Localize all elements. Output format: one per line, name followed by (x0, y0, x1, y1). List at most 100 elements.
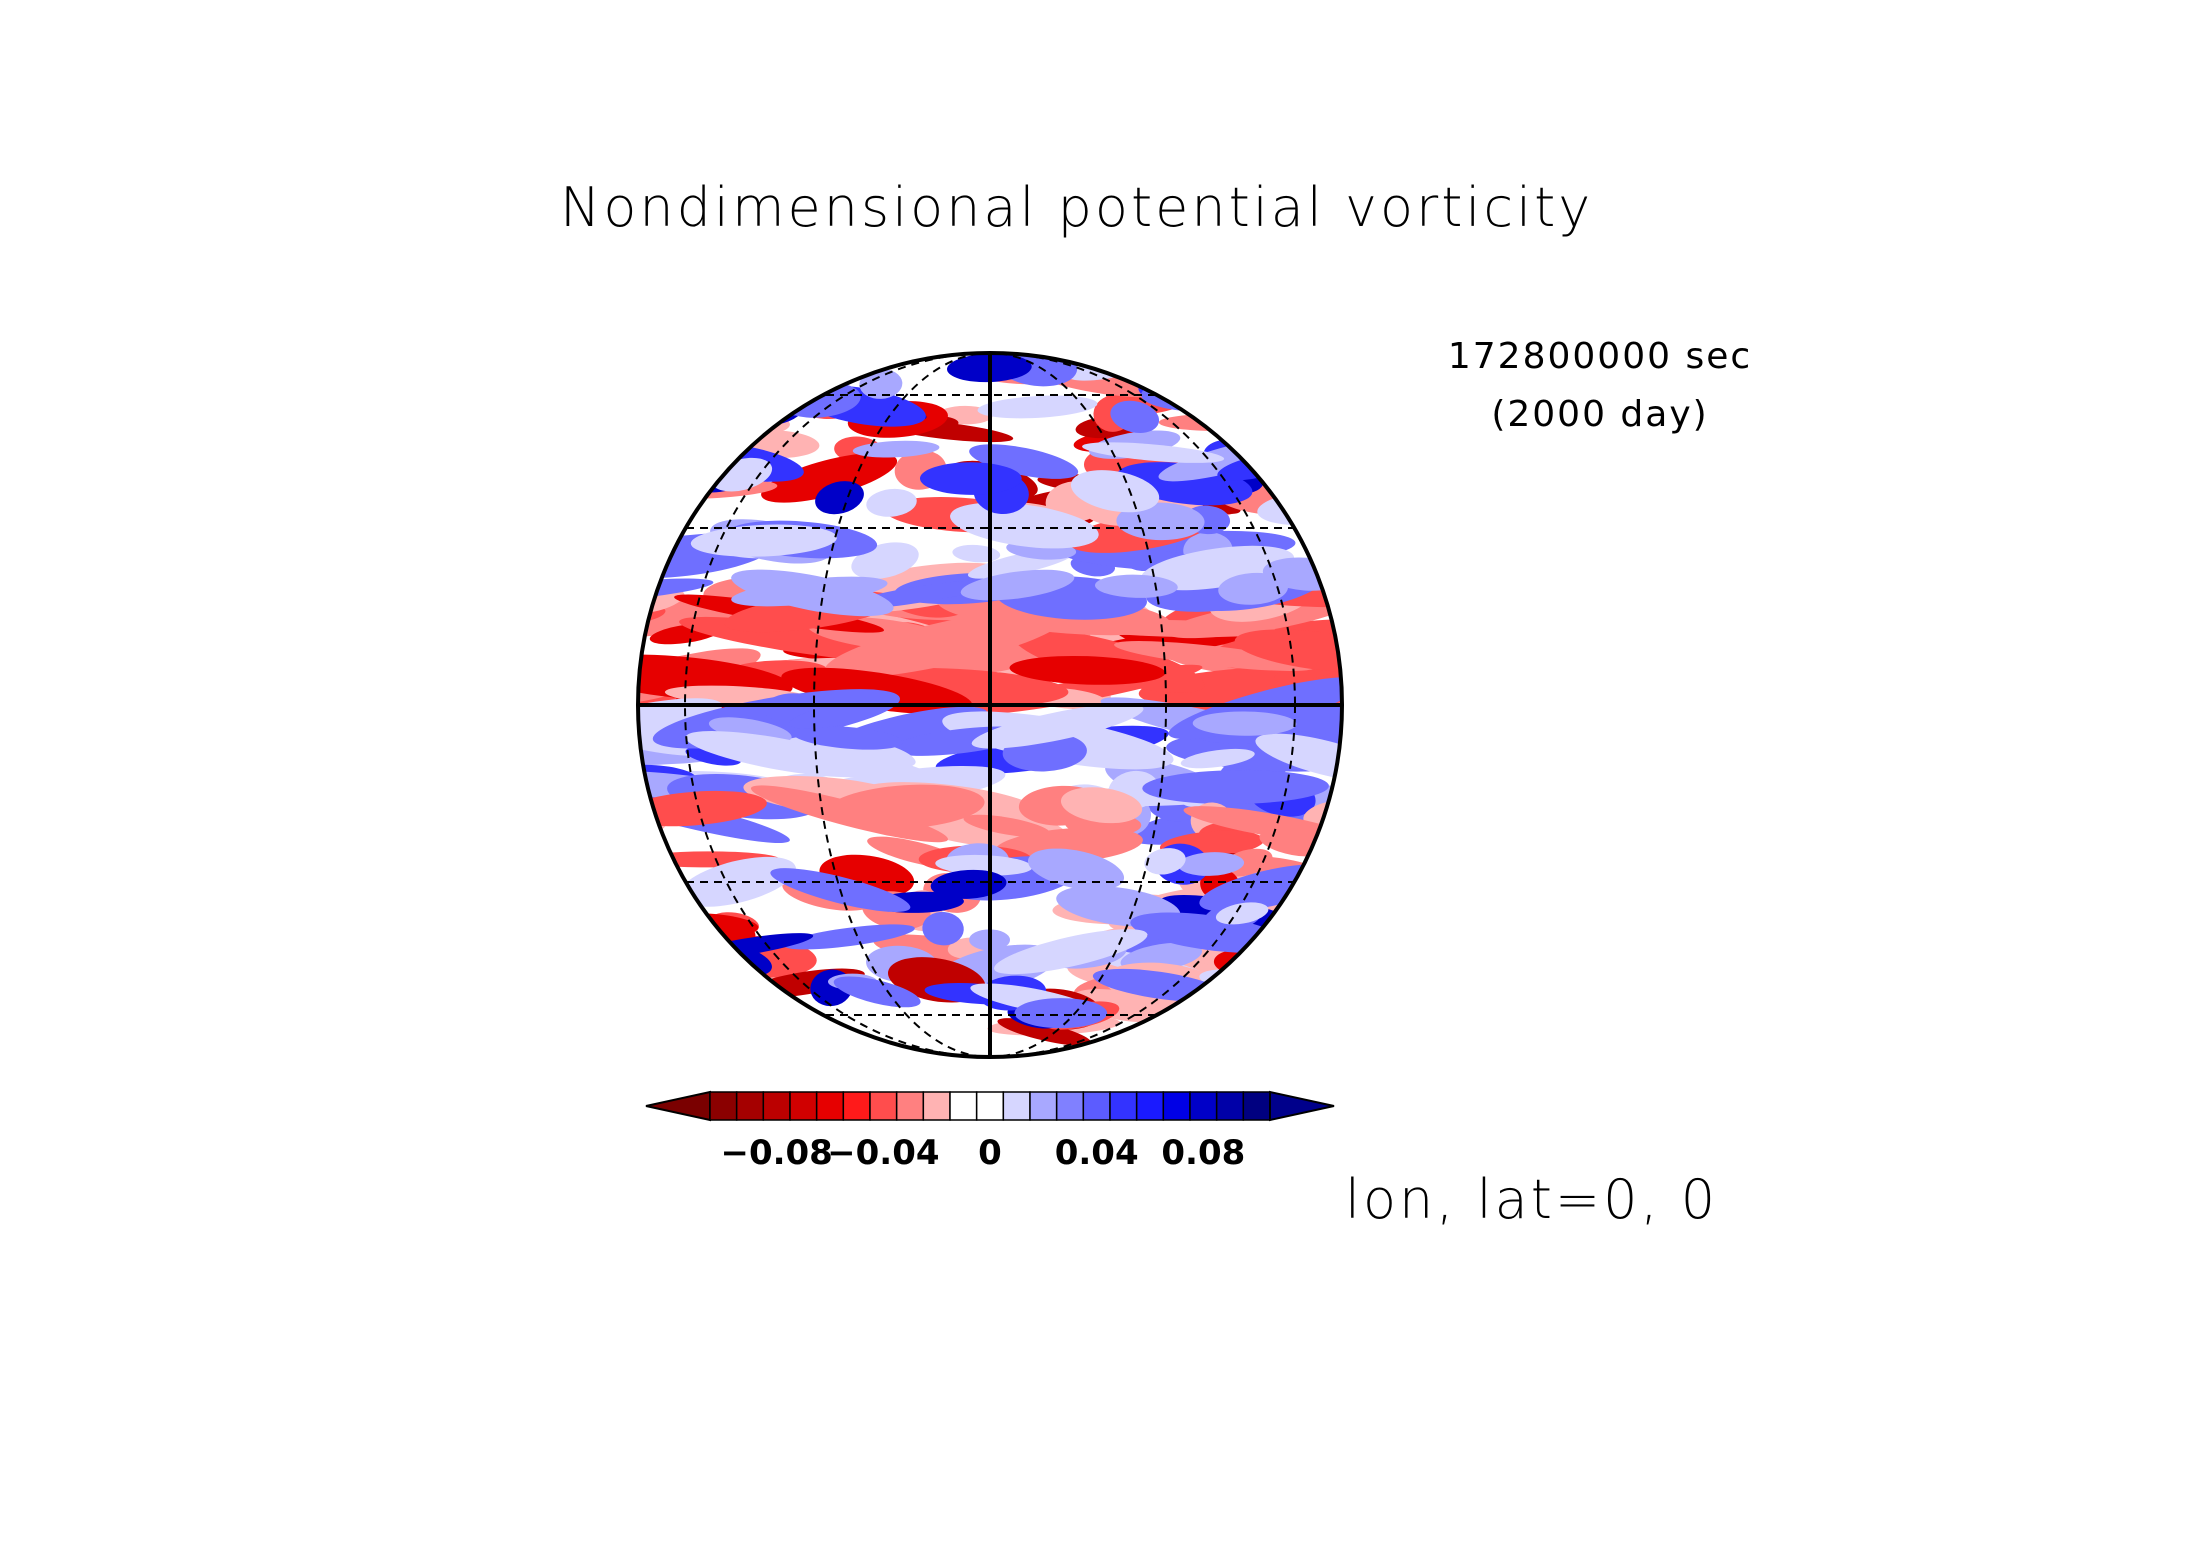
vorticity-patch (1292, 946, 1342, 986)
vorticity-patch (638, 397, 733, 441)
vorticity-patch (1231, 964, 1342, 998)
colorbar (645, 1090, 1335, 1122)
colorbar-swatch (735, 1091, 765, 1121)
vorticity-patch (638, 402, 756, 438)
colorbar-tick-label: 0.08 (1161, 1133, 1246, 1173)
globe-map (636, 351, 1344, 1059)
colorbar-swatch (869, 1091, 898, 1121)
colorbar-max-extension (1269, 1090, 1335, 1122)
colorbar-tick-label: −0.08 (720, 1133, 833, 1173)
time-seconds-label: 172800000 sec (1447, 336, 1753, 377)
vorticity-patch (935, 854, 1033, 876)
vorticity-patch (1234, 629, 1342, 673)
vorticity-patch (824, 609, 1066, 678)
vorticity-patch (638, 387, 696, 435)
vorticity-patch (1272, 402, 1342, 425)
vorticity-patch (1070, 470, 1160, 513)
vorticity-patch (1014, 998, 1108, 1029)
colorbar-swatch (1082, 1091, 1111, 1121)
vorticity-patch (1215, 902, 1269, 925)
vorticity-patch (994, 929, 1148, 975)
colorbar-swatch (895, 1091, 925, 1121)
colorbar-swatch (1109, 1091, 1138, 1121)
vorticity-patch (1060, 787, 1143, 824)
vorticity-patch (1082, 442, 1225, 463)
vorticity-patch (1114, 641, 1316, 671)
colorbar-tick-label: 0.04 (1054, 1133, 1139, 1173)
colorbar-swatch (975, 1091, 1005, 1121)
chart-title: Nondimensional potential vorticity (560, 176, 1594, 239)
vorticity-patch (1027, 848, 1125, 891)
colorbar-swatch (762, 1091, 791, 1121)
vorticity-patch (866, 488, 917, 517)
vorticity-patch (646, 429, 690, 470)
vorticity-patch (792, 725, 903, 750)
colorbar-swatch (1215, 1091, 1245, 1121)
colorbar-tick-label: 0 (978, 1133, 1002, 1173)
colorbar-swatch (709, 1091, 738, 1121)
vorticity-patch (1250, 393, 1291, 425)
vorticity-patch (676, 369, 764, 409)
colorbar-tick-label: −0.04 (827, 1133, 940, 1173)
vorticity-patch (930, 869, 1007, 899)
vorticity-patch (833, 976, 921, 1008)
vorticity-patch (950, 502, 1099, 549)
vorticity-patch (638, 356, 687, 401)
vorticity-patch (1320, 406, 1342, 433)
vorticity-patch (1178, 852, 1245, 876)
vorticity-patch (1217, 359, 1301, 387)
vorticity-patch (638, 414, 692, 458)
vorticity-patch (670, 376, 753, 415)
vorticity-patch (852, 440, 940, 458)
vorticity-patch (1231, 401, 1342, 431)
vorticity-patch (709, 995, 765, 1032)
time-annotation: 172800000 sec (2000 day) (1440, 328, 1760, 444)
vorticity-patch (1189, 359, 1299, 394)
vorticity-patch (815, 481, 864, 515)
vorticity-patch (1009, 655, 1166, 685)
vorticity-patch (1285, 415, 1342, 433)
vorticity-patch (1260, 970, 1342, 1024)
vorticity-patch (675, 974, 750, 1003)
vorticity-patch (1142, 770, 1329, 805)
vorticity-patch (826, 784, 985, 830)
vorticity-patch (1255, 733, 1342, 783)
vorticity-patch (678, 856, 796, 907)
vorticity-patch (683, 411, 772, 431)
vorticity-patch (919, 462, 1022, 495)
vorticity-patch (731, 569, 894, 617)
colorbar-swatch (1162, 1091, 1191, 1121)
vorticity-patch (783, 924, 915, 950)
vorticity-patch (1110, 400, 1160, 433)
vorticity-patch (690, 524, 837, 557)
vorticity-patch (1319, 464, 1342, 496)
vorticity-patch (1198, 987, 1258, 1010)
vorticity-patch (638, 468, 661, 499)
vorticity-patch (1141, 377, 1275, 413)
vorticity-patch (1302, 918, 1342, 963)
vorticity-patch (1235, 394, 1295, 423)
vorticity-patch (1116, 502, 1205, 541)
colorbar-swatch (1029, 1091, 1058, 1121)
vorticity-patch (1146, 1012, 1277, 1046)
colorbar-swatch (1242, 1091, 1271, 1121)
globe-outline (636, 351, 1344, 1059)
vorticity-patch (668, 977, 749, 997)
vorticity-patch (1225, 415, 1323, 446)
vorticity-patch (997, 1018, 1092, 1046)
colorbar-swatch (842, 1091, 871, 1121)
vorticity-patch (971, 703, 1144, 749)
vorticity-patch (922, 911, 964, 946)
vorticity-patch (687, 997, 798, 1029)
time-days-label: (2000 day) (1491, 394, 1709, 435)
vorticity-patch (709, 392, 779, 427)
colorbar-swatch (815, 1091, 845, 1121)
vorticity-patch (969, 444, 1079, 479)
vorticity-patch (1192, 711, 1297, 736)
vorticity-patch (1094, 574, 1178, 598)
vorticity-patch (1235, 370, 1334, 389)
vorticity-patch (638, 578, 714, 602)
colorbar-swatch (922, 1091, 951, 1121)
vorticity-patch (650, 353, 731, 393)
colorbar-swatch (949, 1091, 978, 1121)
